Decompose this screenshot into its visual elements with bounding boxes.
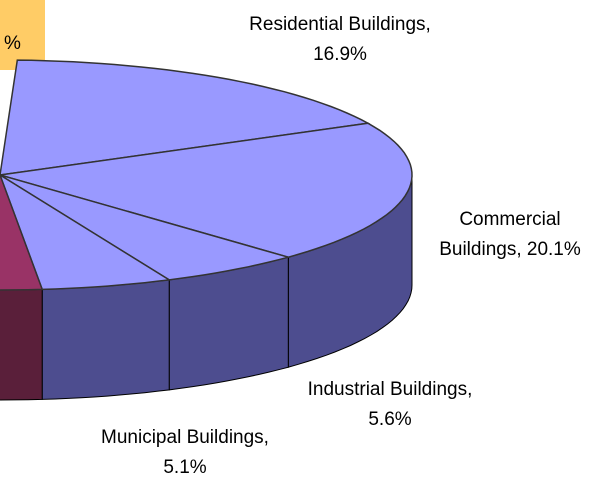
slice-top [0,122,413,258]
data-label: Residential Buildings, [249,14,431,35]
label-box [0,0,45,70]
slice-top [0,59,371,176]
slice-top [0,174,292,281]
slice-side [41,279,170,400]
data-label: 5.6% [368,409,411,430]
data-label: Municipal Buildings, [101,427,269,448]
slice-top [0,174,172,291]
data-label: Commercial [459,209,560,230]
data-label: 5.1% [163,457,206,477]
slice-side [0,288,43,401]
annotation: % [4,33,21,54]
data-label: Buildings, 20.1% [439,239,581,260]
slice-top [0,173,44,291]
data-label: 16.9% [313,44,367,65]
data-label: Industrial Buildings, [308,379,473,400]
